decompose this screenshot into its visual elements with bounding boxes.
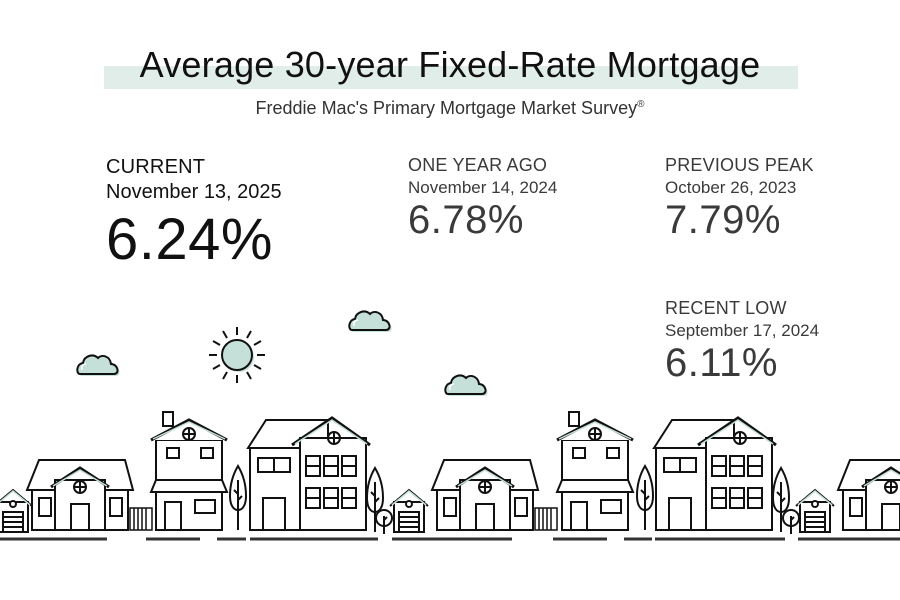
stat-label: RECENT LOW (665, 298, 787, 318)
stat-date: October 26, 2023 (665, 178, 797, 197)
subtitle: Freddie Mac's Primary Mortgage Market Su… (0, 98, 900, 119)
page-title: Average 30-year Fixed-Rate Mortgage (139, 44, 761, 85)
cloud-icon (76, 354, 121, 377)
registered-mark: ® (637, 99, 645, 110)
stat-label: ONE YEAR AGO (408, 155, 548, 175)
stat-value: 7.79% (665, 198, 781, 242)
stat-date: September 17, 2024 (665, 321, 820, 340)
stat-recent-low: RECENT LOW September 17, 2024 6.11% (665, 298, 819, 386)
subtitle-text: Freddie Mac's Primary Mortgage Market Su… (255, 98, 638, 118)
title-highlight (104, 66, 798, 89)
cloud-icon (348, 310, 393, 333)
stat-value: 6.78% (408, 198, 524, 242)
title-wrap: Average 30-year Fixed-Rate Mortgage (0, 44, 900, 86)
stat-value: 6.11% (665, 341, 778, 385)
sun-icon (209, 327, 265, 383)
stat-current: CURRENT November 13, 2025 6.24% (106, 156, 282, 273)
stat-label: CURRENT (106, 156, 206, 178)
stat-previous-peak: PREVIOUS PEAK October 26, 2023 7.79% (665, 155, 814, 243)
cloud-icon (444, 374, 489, 397)
stat-label: PREVIOUS PEAK (665, 155, 814, 175)
stat-date: November 13, 2025 (106, 181, 282, 203)
stat-date: November 14, 2024 (408, 178, 558, 197)
stat-value: 6.24% (106, 207, 273, 272)
house-row-illustration (0, 410, 900, 541)
stat-one-year-ago: ONE YEAR AGO November 14, 2024 6.78% (408, 155, 557, 243)
